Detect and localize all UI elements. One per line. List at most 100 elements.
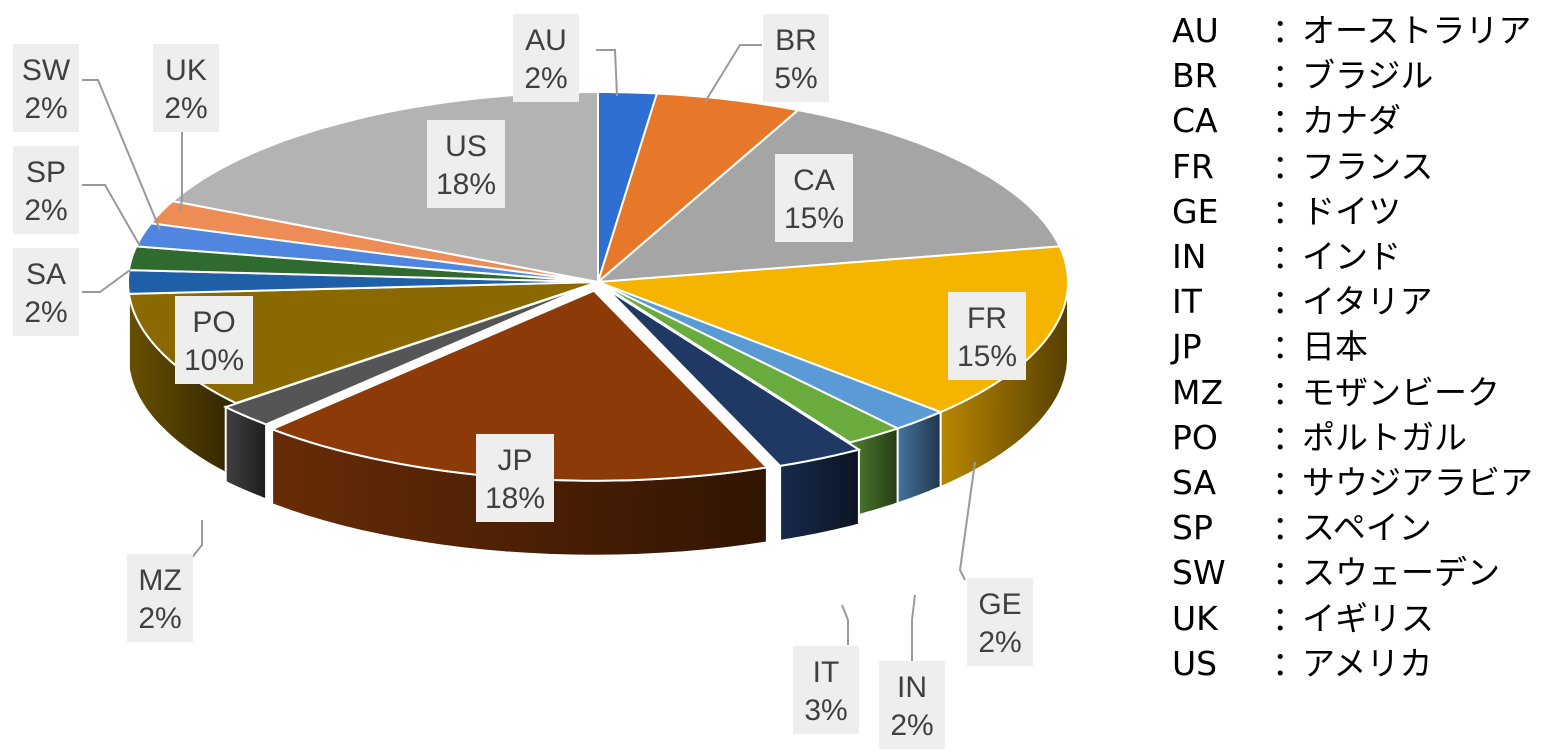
leader-line-in	[911, 594, 916, 663]
legend-code: AU	[1172, 11, 1219, 51]
data-label-percent: 15%	[957, 340, 1017, 373]
data-label-percent: 2%	[524, 62, 567, 95]
legend-separator: ：	[1272, 101, 1305, 141]
data-label-box	[153, 44, 219, 132]
data-label-code: US	[445, 130, 487, 163]
legend-code: IN	[1172, 237, 1207, 277]
leader-line-mz	[189, 520, 203, 561]
legend-name: イギリス	[1302, 598, 1434, 638]
legend-name: インド	[1302, 237, 1401, 277]
data-label-sa: SA 2%	[13, 248, 79, 336]
data-label-box	[175, 296, 253, 384]
legend-code: US	[1172, 643, 1218, 683]
data-label-ca: CA 15%	[775, 154, 853, 242]
legend-separator: ：	[1272, 146, 1305, 186]
data-label-code: MZ	[138, 564, 181, 597]
data-label-box	[13, 146, 79, 234]
legend-separator: ：	[1272, 372, 1305, 412]
data-label-box	[13, 248, 79, 336]
leader-line-sw	[82, 79, 161, 231]
legend-separator: ：	[1272, 11, 1305, 51]
data-label-code: FR	[967, 302, 1007, 335]
data-label-br: BR 5%	[763, 14, 829, 102]
legend-separator: ：	[1272, 327, 1305, 367]
data-label-code: IN	[897, 671, 927, 704]
legend-code: SW	[1172, 553, 1226, 593]
legend-separator: ：	[1272, 508, 1305, 548]
legend-code: JP	[1172, 327, 1202, 367]
data-label-ge: GE 2%	[967, 578, 1033, 666]
data-label-code: PO	[192, 306, 235, 339]
legend-separator: ：	[1272, 237, 1305, 277]
data-label-uk: UK 2%	[153, 44, 219, 132]
legend-separator: ：	[1272, 282, 1305, 322]
data-label-box	[775, 154, 853, 242]
leader-line-au	[596, 49, 618, 97]
data-label-percent: 2%	[978, 626, 1021, 659]
data-label-code: CA	[793, 164, 835, 197]
legend-separator: ：	[1272, 598, 1305, 638]
data-label-percent: 2%	[24, 194, 67, 227]
data-label-code: GE	[978, 588, 1021, 621]
leader-line-it	[841, 604, 849, 645]
pie-slice-br	[596, 92, 801, 286]
legend-item-it: IT ：イタリア	[1172, 279, 1560, 324]
legend-name: サウジアラビア	[1302, 462, 1533, 502]
data-label-percent: 10%	[184, 344, 244, 377]
data-label-box	[948, 292, 1026, 380]
data-label-box	[793, 646, 859, 734]
legend-code: IT	[1172, 282, 1202, 322]
legend-item-au: AU ：オーストラリア	[1172, 8, 1560, 53]
legend-separator: ：	[1272, 191, 1305, 231]
legend-code: SA	[1172, 462, 1217, 502]
data-label-box	[13, 44, 79, 132]
legend-code: PO	[1172, 417, 1218, 457]
data-label-percent: 2%	[890, 709, 933, 742]
legend-name: フランス	[1302, 146, 1434, 186]
legend-name: スペイン	[1302, 508, 1432, 548]
pie-slice-mz	[223, 284, 589, 426]
legend: AU：オーストラリア BR：ブラジル CA：カナダ FR：フランス GE：ドイツ…	[1172, 8, 1560, 686]
data-label-po: PO 10%	[175, 296, 253, 384]
legend-item-jp: JP ：日本	[1172, 324, 1560, 369]
data-label-it: IT 3%	[793, 646, 859, 734]
legend-name: 日本	[1302, 327, 1368, 367]
leader-line-uk	[179, 130, 183, 211]
leader-line-sa	[82, 269, 131, 293]
data-label-code: UK	[165, 54, 207, 87]
data-label-box	[476, 434, 554, 522]
legend-name: オーストラリア	[1302, 11, 1532, 51]
pie-slice-ge	[597, 281, 944, 430]
data-label-box	[513, 14, 579, 102]
data-label-code: AU	[525, 24, 567, 57]
data-label-percent: 2%	[164, 92, 207, 125]
data-label-code: SP	[26, 156, 66, 189]
legend-code: FR	[1172, 146, 1214, 186]
data-label-jp: JP 18%	[476, 434, 554, 522]
data-label-percent: 15%	[784, 202, 844, 235]
legend-item-sa: SA ：サウジアラビア	[1172, 460, 1560, 505]
legend-name: ブラジル	[1302, 56, 1434, 96]
legend-item-mz: MZ ：モザンビーク	[1172, 370, 1560, 415]
data-label-code: BR	[775, 24, 817, 57]
data-label-code: JP	[497, 444, 532, 477]
legend-code: UK	[1172, 598, 1218, 638]
data-label-box	[127, 554, 193, 642]
data-label-percent: 2%	[24, 92, 67, 125]
data-label-sw: SW 2%	[13, 44, 79, 132]
legend-separator: ：	[1272, 553, 1305, 593]
legend-name: ドイツ	[1302, 191, 1401, 231]
data-label-au: AU 2%	[513, 14, 579, 102]
data-label-mz: MZ 2%	[127, 554, 193, 642]
legend-item-fr: FR ：フランス	[1172, 144, 1560, 189]
data-label-code: SW	[22, 54, 71, 87]
leader-lines	[82, 44, 976, 663]
data-label-percent: 18%	[436, 168, 496, 201]
leader-line-br	[704, 44, 762, 103]
data-label-percent: 2%	[24, 296, 67, 329]
legend-separator: ：	[1272, 417, 1305, 457]
pie-chart: AU 2% BR 5% CA 15% FR 15% GE 2% IN 2% IT 3% JP 18% MZ 2% P…	[13, 14, 1070, 749]
data-label-fr: FR 15%	[948, 292, 1026, 380]
legend-item-br: BR ：ブラジル	[1172, 53, 1560, 98]
legend-separator: ：	[1272, 643, 1305, 683]
